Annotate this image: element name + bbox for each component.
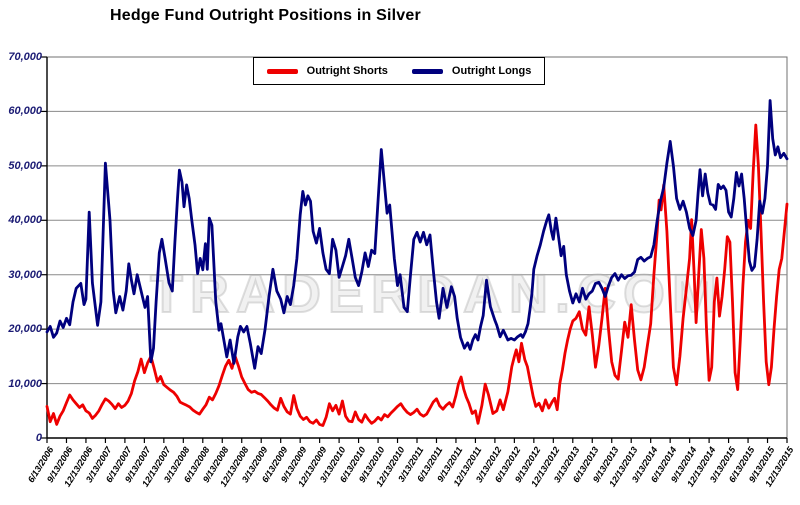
- outright-shorts-line: [45, 123, 789, 427]
- y-tick-label: 20,000: [8, 323, 42, 336]
- shorts-line-swatch: [266, 68, 298, 74]
- y-tick-label: 10,000: [8, 377, 42, 390]
- y-tick-label: 60,000: [8, 105, 42, 118]
- y-tick-label: 40,000: [8, 214, 42, 227]
- outright-longs-line: [45, 99, 789, 370]
- legend-item-shorts: Outright Shorts: [266, 65, 388, 77]
- legend: Outright Shorts Outright Longs: [253, 57, 545, 85]
- chart-title: Hedge Fund Outright Positions in Silver: [110, 7, 421, 24]
- longs-line-swatch: [411, 68, 443, 74]
- y-tick-label: 50,000: [8, 159, 42, 172]
- y-tick-label: 30,000: [8, 268, 42, 281]
- legend-label-longs: Outright Longs: [451, 65, 532, 77]
- legend-item-longs: Outright Longs: [411, 65, 532, 77]
- y-tick-label: 0: [35, 432, 42, 444]
- legend-label-shorts: Outright Shorts: [306, 65, 388, 77]
- y-tick-label: 70,000: [8, 51, 42, 63]
- plot-area: [46, 56, 788, 439]
